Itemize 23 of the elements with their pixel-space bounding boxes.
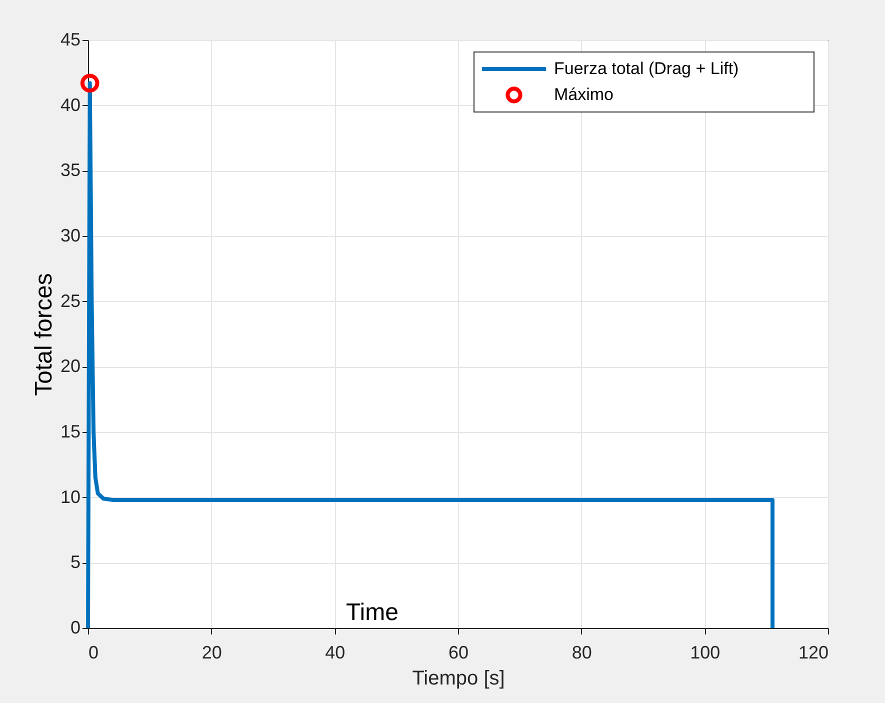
y-tick-label: 5: [70, 552, 80, 572]
y-tick-label: 40: [60, 94, 80, 115]
x-tick-label: 0: [88, 642, 99, 662]
y-tick-label: 30: [60, 226, 80, 246]
y-tick-label: 20: [60, 356, 80, 376]
x-tick-label: 40: [325, 642, 346, 662]
x-tick-label: 60: [448, 642, 469, 662]
x-axis-title: Tiempo [s]: [412, 668, 505, 690]
y-tick-label: 10: [60, 486, 80, 507]
y-tick-label: 45: [60, 30, 80, 50]
y-axis-title: Total forces: [30, 273, 58, 396]
legend-label: Máximo: [554, 85, 614, 104]
annotation: Time: [346, 599, 398, 626]
y-tick-label: 15: [60, 422, 80, 442]
y-tick-label: 0: [70, 618, 80, 638]
x-tick-label: 20: [202, 642, 222, 662]
legend-label: Fuerza total (Drag + Lift): [554, 59, 739, 78]
x-tick-label: 80: [572, 642, 592, 662]
x-tick-label: 100: [690, 642, 720, 662]
x-tick-label: 120: [798, 642, 828, 662]
line-series: [86, 81, 774, 630]
y-tick-label: 25: [60, 290, 80, 311]
y-tick-label: 35: [60, 160, 80, 180]
